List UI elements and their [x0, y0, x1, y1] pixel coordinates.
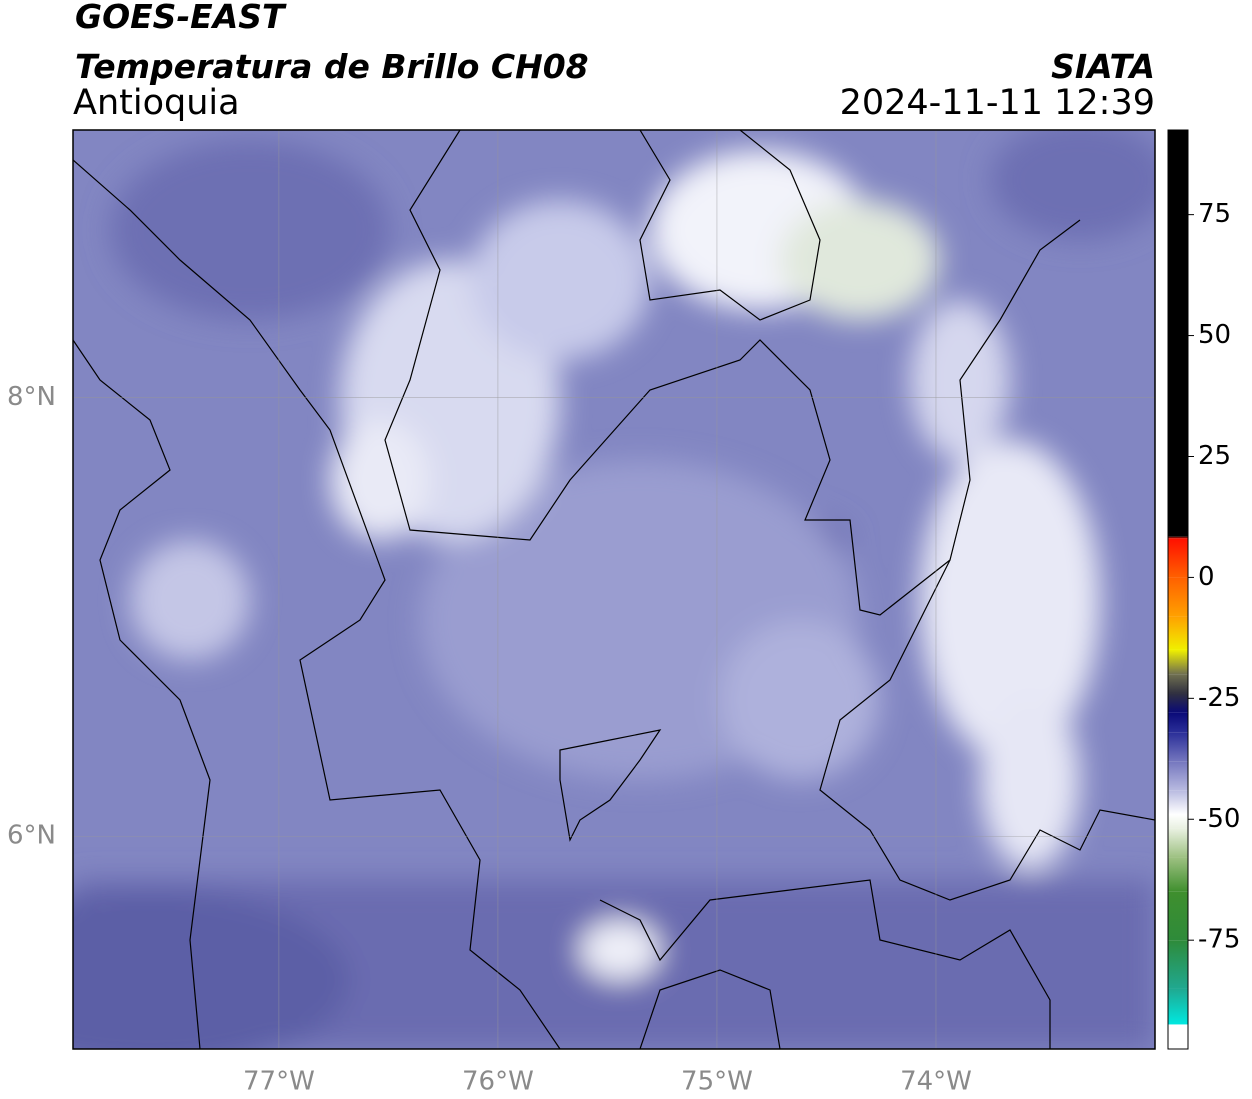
colorbar-segment	[1168, 761, 1188, 791]
grid	[73, 130, 1155, 1049]
colorbar-segment	[1168, 891, 1188, 941]
colorbar-segment	[1168, 857, 1188, 892]
colorbar-label: 0	[1198, 562, 1215, 592]
subtitle: Temperatura de Brillo CH08	[75, 47, 589, 86]
colorbar-segment	[1168, 577, 1188, 617]
colorbar: 75 50 25 0 -25 -50 -75	[1168, 130, 1240, 1049]
colorbar-label: -75	[1198, 925, 1240, 955]
colorbar-segment	[1168, 538, 1188, 578]
lon-label: 74°W	[900, 1067, 972, 1097]
colorbar-segment	[1168, 1024, 1188, 1025]
colorbar-segment	[1168, 828, 1188, 858]
colorbar-segment	[1168, 130, 1188, 537]
colorbar-segment	[1168, 732, 1188, 762]
colorbar-label: 75	[1198, 199, 1231, 229]
source: SIATA	[1051, 47, 1155, 86]
lon-label: 75°W	[681, 1067, 753, 1097]
lat-label: 8°N	[7, 382, 56, 412]
map-field	[73, 130, 1155, 1049]
colorbar-label: -50	[1198, 804, 1240, 834]
colorbar-label: -25	[1198, 683, 1240, 713]
colorbar-segment	[1168, 814, 1188, 829]
lon-label: 77°W	[243, 1067, 315, 1097]
datetime: 2024-11-11 12:39	[840, 83, 1155, 123]
colorbar-segment	[1168, 674, 1188, 694]
colorbar-segment	[1168, 940, 1188, 989]
cloud-field	[73, 130, 1155, 1049]
colorbar-segment	[1168, 649, 1188, 675]
colorbar-segment	[1168, 790, 1188, 815]
lon-label: 76°W	[462, 1067, 534, 1097]
lat-label: 6°N	[7, 821, 56, 851]
colorbar-segment	[1168, 1024, 1188, 1049]
colorbar-frame	[1167, 129, 1189, 1050]
region: Antioquia	[73, 83, 240, 123]
title: GOES-EAST	[75, 0, 287, 36]
colorbar-segment	[1168, 693, 1188, 713]
colorbar-segment	[1168, 712, 1188, 733]
colorbar-label: 25	[1198, 441, 1231, 471]
colorbar-label: 50	[1198, 320, 1231, 350]
colorbar-segment	[1168, 616, 1188, 650]
colorbar-segment	[1168, 988, 1188, 1025]
map-frame	[72, 129, 1156, 1050]
colorbar-segment	[1168, 536, 1188, 539]
borders	[73, 130, 1155, 1049]
